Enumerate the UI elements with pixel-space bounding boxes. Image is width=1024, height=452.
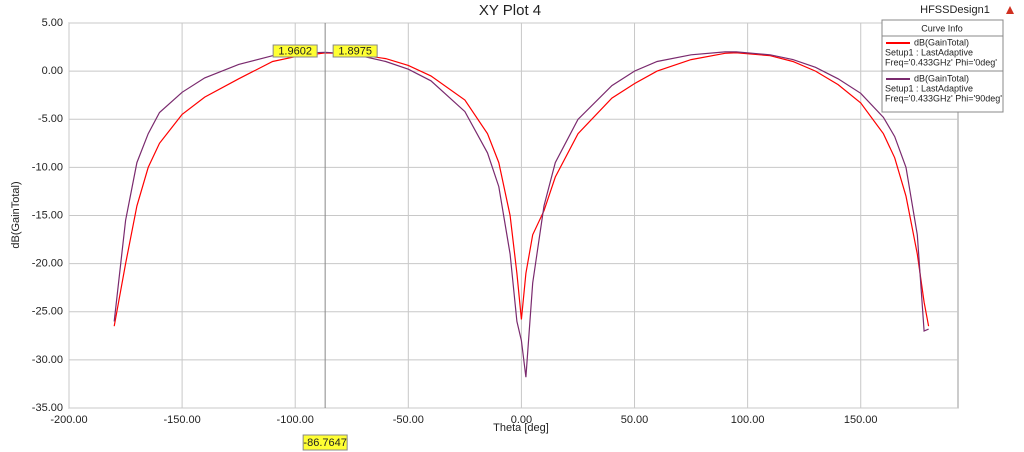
- y-axis-label: dB(GainTotal): [10, 181, 22, 248]
- y-tick-label: -5.00: [38, 113, 63, 125]
- x-axis-label: Theta [deg]: [493, 422, 549, 434]
- marker-value-box: [272, 44, 318, 58]
- legend-detail: Setup1 : LastAdaptive: [885, 83, 973, 93]
- legend-detail: Freq='0.433GHz' Phi='90deg': [885, 93, 1002, 103]
- marker-value-label: 1.9602: [278, 45, 312, 57]
- legend-detail: Freq='0.433GHz' Phi='0deg': [885, 57, 997, 67]
- marker-value-box: [332, 44, 378, 58]
- legend-entry: dB(GainTotal): [914, 73, 969, 83]
- x-tick-label: -200.00: [50, 414, 87, 426]
- marker-x-label: -86.7647: [303, 437, 346, 449]
- y-tick-label: -20.00: [32, 258, 63, 270]
- x-tick-label: 100.00: [731, 414, 765, 426]
- chart-title: XY Plot 4: [479, 2, 541, 19]
- series-line: [113, 51, 929, 378]
- legend-box: [881, 19, 1004, 113]
- design-icon: [1006, 6, 1014, 14]
- design-name: HFSSDesign1: [920, 4, 990, 16]
- y-tick-label: -25.00: [32, 306, 63, 318]
- y-tick-label: 0.00: [42, 65, 63, 77]
- x-tick-label: -150.00: [163, 414, 200, 426]
- series-line: [113, 52, 930, 327]
- y-tick-label: -10.00: [32, 161, 63, 173]
- legend-title: Curve Info: [921, 23, 963, 33]
- legend-entry: dB(GainTotal): [914, 37, 969, 47]
- x-tick-label: -50.00: [393, 414, 424, 426]
- x-tick-label: 50.00: [621, 414, 649, 426]
- marker-x-box: [302, 434, 348, 451]
- legend-detail: Setup1 : LastAdaptive: [885, 47, 973, 57]
- x-tick-label: 150.00: [844, 414, 878, 426]
- y-tick-label: -15.00: [32, 209, 63, 221]
- marker-value-label: 1.8975: [338, 45, 372, 57]
- y-tick-label: -35.00: [32, 402, 63, 414]
- x-tick-label: -100.00: [277, 414, 314, 426]
- x-tick-label: 0.00: [511, 414, 532, 426]
- y-tick-label: 5.00: [42, 17, 63, 29]
- y-tick-label: -30.00: [32, 354, 63, 366]
